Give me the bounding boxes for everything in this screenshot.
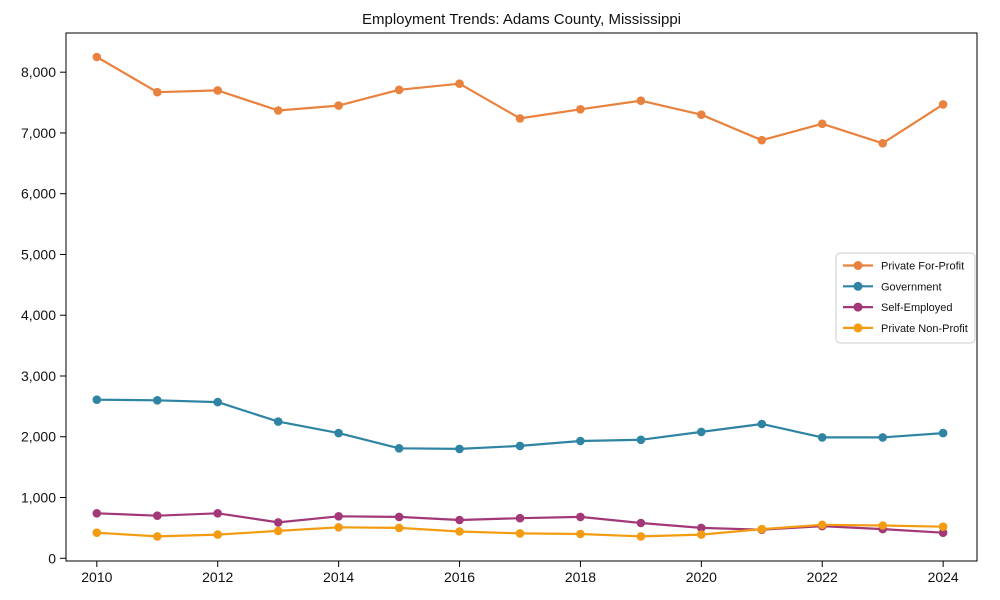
- data-point-marker: [576, 529, 585, 539]
- data-point-marker: [273, 518, 283, 527]
- data-point-marker: [757, 135, 767, 145]
- data-point-marker: [938, 528, 948, 537]
- legend-marker: [853, 302, 863, 312]
- legend-item: Government: [843, 281, 942, 293]
- plot-frame: [65, 32, 978, 562]
- data-point-marker: [636, 435, 646, 445]
- data-point-marker: [92, 395, 102, 405]
- data-point-marker: [455, 515, 464, 525]
- data-point-marker: [636, 518, 646, 528]
- y-axis-tick-label: 0: [48, 550, 56, 566]
- legend-label: Private Non-Profit: [881, 323, 968, 335]
- data-point-marker: [92, 52, 102, 62]
- data-point-marker: [153, 87, 162, 97]
- data-point-marker: [636, 96, 646, 105]
- y-axis-tick-label: 7,000: [21, 125, 56, 141]
- data-point-marker: [515, 441, 525, 451]
- series-line: [95, 55, 945, 145]
- data-point-marker: [697, 530, 706, 539]
- data-point-marker: [334, 512, 343, 521]
- data-point-marker: [213, 509, 222, 518]
- data-point-marker: [334, 101, 343, 110]
- data-point-marker: [938, 522, 948, 531]
- data-point-marker: [515, 529, 525, 538]
- data-point-marker: [394, 85, 404, 95]
- data-point-marker: [153, 396, 162, 405]
- x-axis-tick-label: 2024: [928, 569, 959, 585]
- data-point-marker: [817, 520, 827, 530]
- x-axis-tick-label: 2012: [202, 569, 233, 585]
- data-point-marker: [576, 105, 585, 114]
- data-point-marker: [455, 444, 464, 454]
- data-point-marker: [757, 524, 767, 534]
- x-axis-tick-label: 2010: [81, 569, 112, 585]
- data-point-marker: [273, 106, 283, 115]
- data-point-marker: [273, 526, 283, 536]
- y-axis-tick-label: 6,000: [21, 186, 56, 202]
- legend-label: Self-Employed: [881, 302, 953, 314]
- data-point-marker: [334, 428, 343, 438]
- y-axis-tick-label: 4,000: [21, 307, 56, 323]
- data-point-marker: [878, 521, 887, 530]
- chart-title: Employment Trends: Adams County, Mississ…: [361, 11, 681, 28]
- legend-box: [835, 252, 976, 344]
- data-point-marker: [938, 428, 948, 438]
- y-axis-tick-label: 3,000: [21, 368, 56, 384]
- data-point-marker: [213, 397, 222, 407]
- data-point-marker: [394, 512, 404, 522]
- y-axis-tick-label: 8,000: [21, 64, 56, 80]
- data-point-marker: [878, 139, 887, 148]
- data-point-marker: [938, 100, 948, 109]
- data-point-marker: [455, 79, 464, 88]
- data-point-marker: [153, 532, 162, 541]
- legend-label: Private For-Profit: [881, 261, 964, 273]
- data-point-marker: [455, 527, 464, 536]
- data-point-marker: [334, 523, 343, 532]
- data-point-marker: [515, 513, 525, 523]
- data-point-marker: [757, 419, 767, 429]
- data-point-marker: [697, 523, 706, 533]
- data-point-marker: [697, 427, 706, 437]
- legend-marker: [853, 261, 863, 270]
- data-point-marker: [213, 530, 222, 539]
- data-point-marker: [878, 433, 887, 442]
- legend-marker: [853, 281, 863, 291]
- legend-marker: [853, 323, 863, 333]
- data-point-marker: [576, 512, 585, 522]
- x-axis-tick-label: 2014: [323, 569, 354, 585]
- legend-item: Private For-Profit: [843, 261, 964, 273]
- data-point-marker: [394, 523, 404, 533]
- data-point-marker: [153, 511, 162, 520]
- x-axis-tick-label: 2022: [807, 569, 838, 585]
- series-line: [95, 398, 945, 450]
- data-point-marker: [576, 436, 585, 446]
- y-axis-tick-label: 1,000: [21, 490, 56, 506]
- y-axis-tick-label: 2,000: [21, 429, 56, 445]
- legend-item: Private Non-Profit: [843, 323, 968, 335]
- x-axis-tick-label: 2020: [686, 569, 717, 585]
- data-point-marker: [394, 444, 404, 453]
- data-point-marker: [515, 114, 525, 123]
- data-point-marker: [213, 86, 222, 95]
- data-point-marker: [273, 417, 283, 426]
- legend-label: Government: [881, 281, 942, 293]
- data-point-marker: [92, 528, 102, 537]
- data-point-marker: [636, 532, 646, 541]
- legend-item: Self-Employed: [843, 302, 953, 314]
- data-point-marker: [92, 509, 102, 518]
- y-axis-tick-label: 5,000: [21, 246, 56, 262]
- x-axis-tick-label: 2016: [444, 569, 475, 585]
- x-axis-tick-label: 2018: [565, 569, 596, 585]
- data-point-marker: [817, 119, 827, 129]
- data-point-marker: [697, 110, 706, 119]
- data-point-marker: [817, 433, 827, 442]
